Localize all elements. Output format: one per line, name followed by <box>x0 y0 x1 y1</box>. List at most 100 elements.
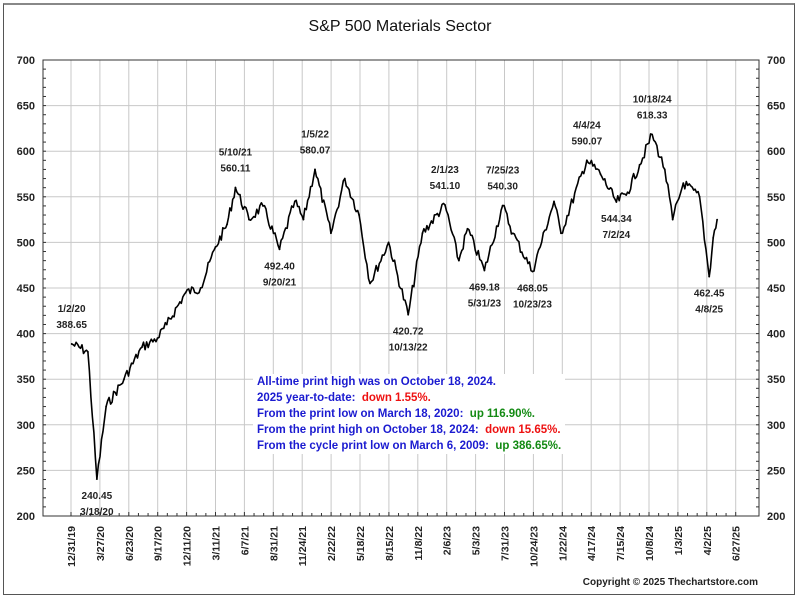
annotation-date: 10/18/24 <box>633 94 672 105</box>
annotation: 492.40 9/20/21 <box>263 261 297 288</box>
y-tick-label-right: 650 <box>767 101 785 113</box>
annotation-value: 240.45 <box>82 491 113 502</box>
annotation-value: 544.34 <box>601 214 632 225</box>
x-tick-label: 11/24/21 <box>297 526 309 566</box>
series-point <box>585 159 588 162</box>
annotation-date: 3/18/20 <box>80 507 114 518</box>
y-tick-label-right: 300 <box>767 420 785 432</box>
annotation-value: 492.40 <box>264 261 295 272</box>
annotation-value: 560.11 <box>220 164 250 175</box>
annotation: 240.45 3/18/20 <box>80 491 114 518</box>
copyright: Copyright © 2025 Thechartstore.com <box>582 577 758 588</box>
ytd-change: down 1.55%. <box>361 392 431 404</box>
series-point <box>466 227 469 230</box>
x-tick-label: 5/3/23 <box>471 526 483 555</box>
info-line-3: From the print low on March 18, 2020: up… <box>257 408 536 420</box>
series-point <box>387 241 390 244</box>
grid-lines <box>43 59 759 517</box>
y-tick-label-left: 250 <box>17 465 35 477</box>
series-point <box>457 259 460 262</box>
axes <box>42 59 760 517</box>
x-tick-label: 5/18/22 <box>355 526 367 561</box>
series-point <box>407 313 410 316</box>
series-point <box>123 378 125 381</box>
x-tick-label: 2/22/22 <box>326 526 338 561</box>
annotation-date: 10/13/22 <box>389 343 428 354</box>
series-point <box>615 201 618 203</box>
x-tick-label: 2/6/23 <box>442 526 454 555</box>
info-line-4: From the print high on October 18, 2024:… <box>257 424 561 436</box>
annotation-value: 462.45 <box>694 289 725 300</box>
x-tick-label: 1/3/25 <box>673 526 685 555</box>
x-tick-label: 1/22/24 <box>557 526 569 561</box>
info-line-5: From the cycle print low on March 6, 200… <box>257 440 562 452</box>
x-axis: 12/31/19 3/27/20 6/23/20 9/17/20 12/11/20 3/1… <box>66 526 743 567</box>
annotation-date: 9/20/21 <box>263 277 297 288</box>
series-point <box>531 270 534 273</box>
y-tick-label-left: 300 <box>17 420 35 432</box>
y-tick-label-left: 350 <box>17 374 35 386</box>
x-tick-label: 12/11/20 <box>182 526 194 566</box>
annotation-value: 590.07 <box>572 136 603 147</box>
y-axis-left: 200 250 300 350 400 450 500 550 600 650 700 <box>17 55 35 523</box>
y-tick-label-left: 400 <box>17 329 35 341</box>
x-tick-label: 6/27/25 <box>731 526 743 561</box>
annotation: 469.18 5/31/23 <box>468 283 502 310</box>
annotation-date: 10/23/23 <box>513 300 552 311</box>
annotation-date: 4/4/24 <box>573 120 601 131</box>
annotation: 468.05 10/23/23 <box>513 284 552 311</box>
annotation-date: 7/25/23 <box>486 166 520 177</box>
series-point <box>226 223 229 226</box>
x-tick-label: 7/15/24 <box>615 526 627 561</box>
series-point <box>278 248 281 251</box>
annotation-date: 4/8/25 <box>695 305 723 316</box>
info-line-1: All-time print high was on October 18, 2… <box>257 376 496 388</box>
series-point <box>302 218 305 221</box>
y-tick-label-right: 250 <box>767 465 785 477</box>
series-point <box>199 287 202 289</box>
x-tick-label: 10/24/23 <box>528 526 540 567</box>
series-point <box>716 218 719 221</box>
series-point <box>314 168 316 171</box>
series-point <box>156 337 159 340</box>
series-point <box>599 173 602 175</box>
y-tick-label-right: 450 <box>767 283 785 295</box>
y-tick-label-left: 200 <box>17 511 35 523</box>
annotation: 2/1/23 541.10 <box>430 165 461 192</box>
x-tick-label: 4/2/25 <box>702 526 714 555</box>
annotation-value: 540.30 <box>487 182 518 193</box>
y-tick-label-right: 350 <box>767 374 785 386</box>
series-point <box>651 133 654 136</box>
annotation-value: 618.33 <box>637 110 668 121</box>
series-point <box>512 232 514 235</box>
annotation: 7/25/23 540.30 <box>486 166 520 193</box>
plot-border <box>42 59 760 517</box>
y-tick-label-left: 450 <box>17 283 35 295</box>
series-point <box>141 346 143 349</box>
y-tick-label-right: 400 <box>767 329 785 341</box>
annotation: 5/10/21 560.11 <box>219 148 253 175</box>
annotation-value: 580.07 <box>300 145 331 156</box>
annotation-date: 5/10/21 <box>219 148 253 159</box>
annotation: 1/5/22 580.07 <box>300 129 331 156</box>
y-axis-right: 200 250 300 350 400 450 500 550 600 650 700 <box>767 55 785 523</box>
annotation-value: 469.18 <box>469 283 500 294</box>
x-tick-label: 6/23/20 <box>124 526 136 561</box>
series-point <box>483 269 486 272</box>
annotation-value: 468.05 <box>517 284 548 295</box>
chart-title: S&P 500 Materials Sector <box>308 18 492 35</box>
y-tick-label-right: 600 <box>767 146 785 158</box>
info-line-2: 2025 year-to-date: down 1.55%. <box>257 392 431 404</box>
annotation-value: 541.10 <box>430 181 461 192</box>
series-point <box>444 204 446 206</box>
series-point <box>184 291 187 294</box>
annotation-date: 1/5/22 <box>301 129 329 140</box>
series-point <box>682 182 685 185</box>
y-tick-label-right: 700 <box>767 55 785 67</box>
series-point <box>262 205 264 207</box>
x-tick-label: 11/8/22 <box>413 526 425 561</box>
series-point <box>105 405 108 408</box>
change-from-cycle-low: up 386.65%. <box>495 440 562 452</box>
series-point <box>708 275 711 278</box>
series-point <box>70 343 73 345</box>
